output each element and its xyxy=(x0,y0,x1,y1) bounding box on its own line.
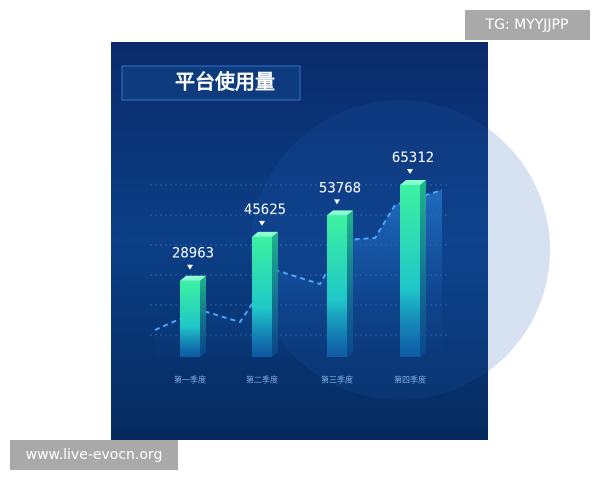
bar xyxy=(327,215,347,357)
chart-title: 平台使用量 xyxy=(175,70,275,94)
x-tick-label: 第二季度 xyxy=(246,375,278,385)
bar xyxy=(180,280,200,357)
x-tick-label: 第四季度 xyxy=(394,375,426,385)
bar-side xyxy=(347,210,353,357)
value-label: 28963 xyxy=(172,246,214,262)
label-pointer xyxy=(407,169,413,174)
value-label: 45625 xyxy=(244,202,286,218)
title-box xyxy=(121,65,301,101)
bar-top xyxy=(180,275,206,281)
label-pointer xyxy=(334,199,340,205)
decor-area xyxy=(155,190,442,357)
bar xyxy=(400,185,420,357)
bar-top xyxy=(252,231,278,237)
x-tick-label: 第一季度 xyxy=(174,375,206,385)
label-pointer xyxy=(187,264,193,270)
value-label: 53768 xyxy=(319,180,361,196)
bar-side xyxy=(200,275,206,357)
bar-side xyxy=(420,180,426,357)
label-pointer xyxy=(259,220,265,226)
decor-line xyxy=(154,189,443,331)
bar-side xyxy=(272,231,278,357)
watermark: TG: MYYJJPP xyxy=(485,17,569,33)
x-tick-label: 第三季度 xyxy=(321,375,353,385)
bar xyxy=(252,236,272,357)
bar-top xyxy=(400,180,426,185)
bar-top xyxy=(327,210,353,216)
watermark-box xyxy=(465,10,590,40)
watermark: www.live-evocn.org xyxy=(26,447,163,463)
watermark-box xyxy=(10,440,178,470)
value-label: 65312 xyxy=(392,150,434,166)
